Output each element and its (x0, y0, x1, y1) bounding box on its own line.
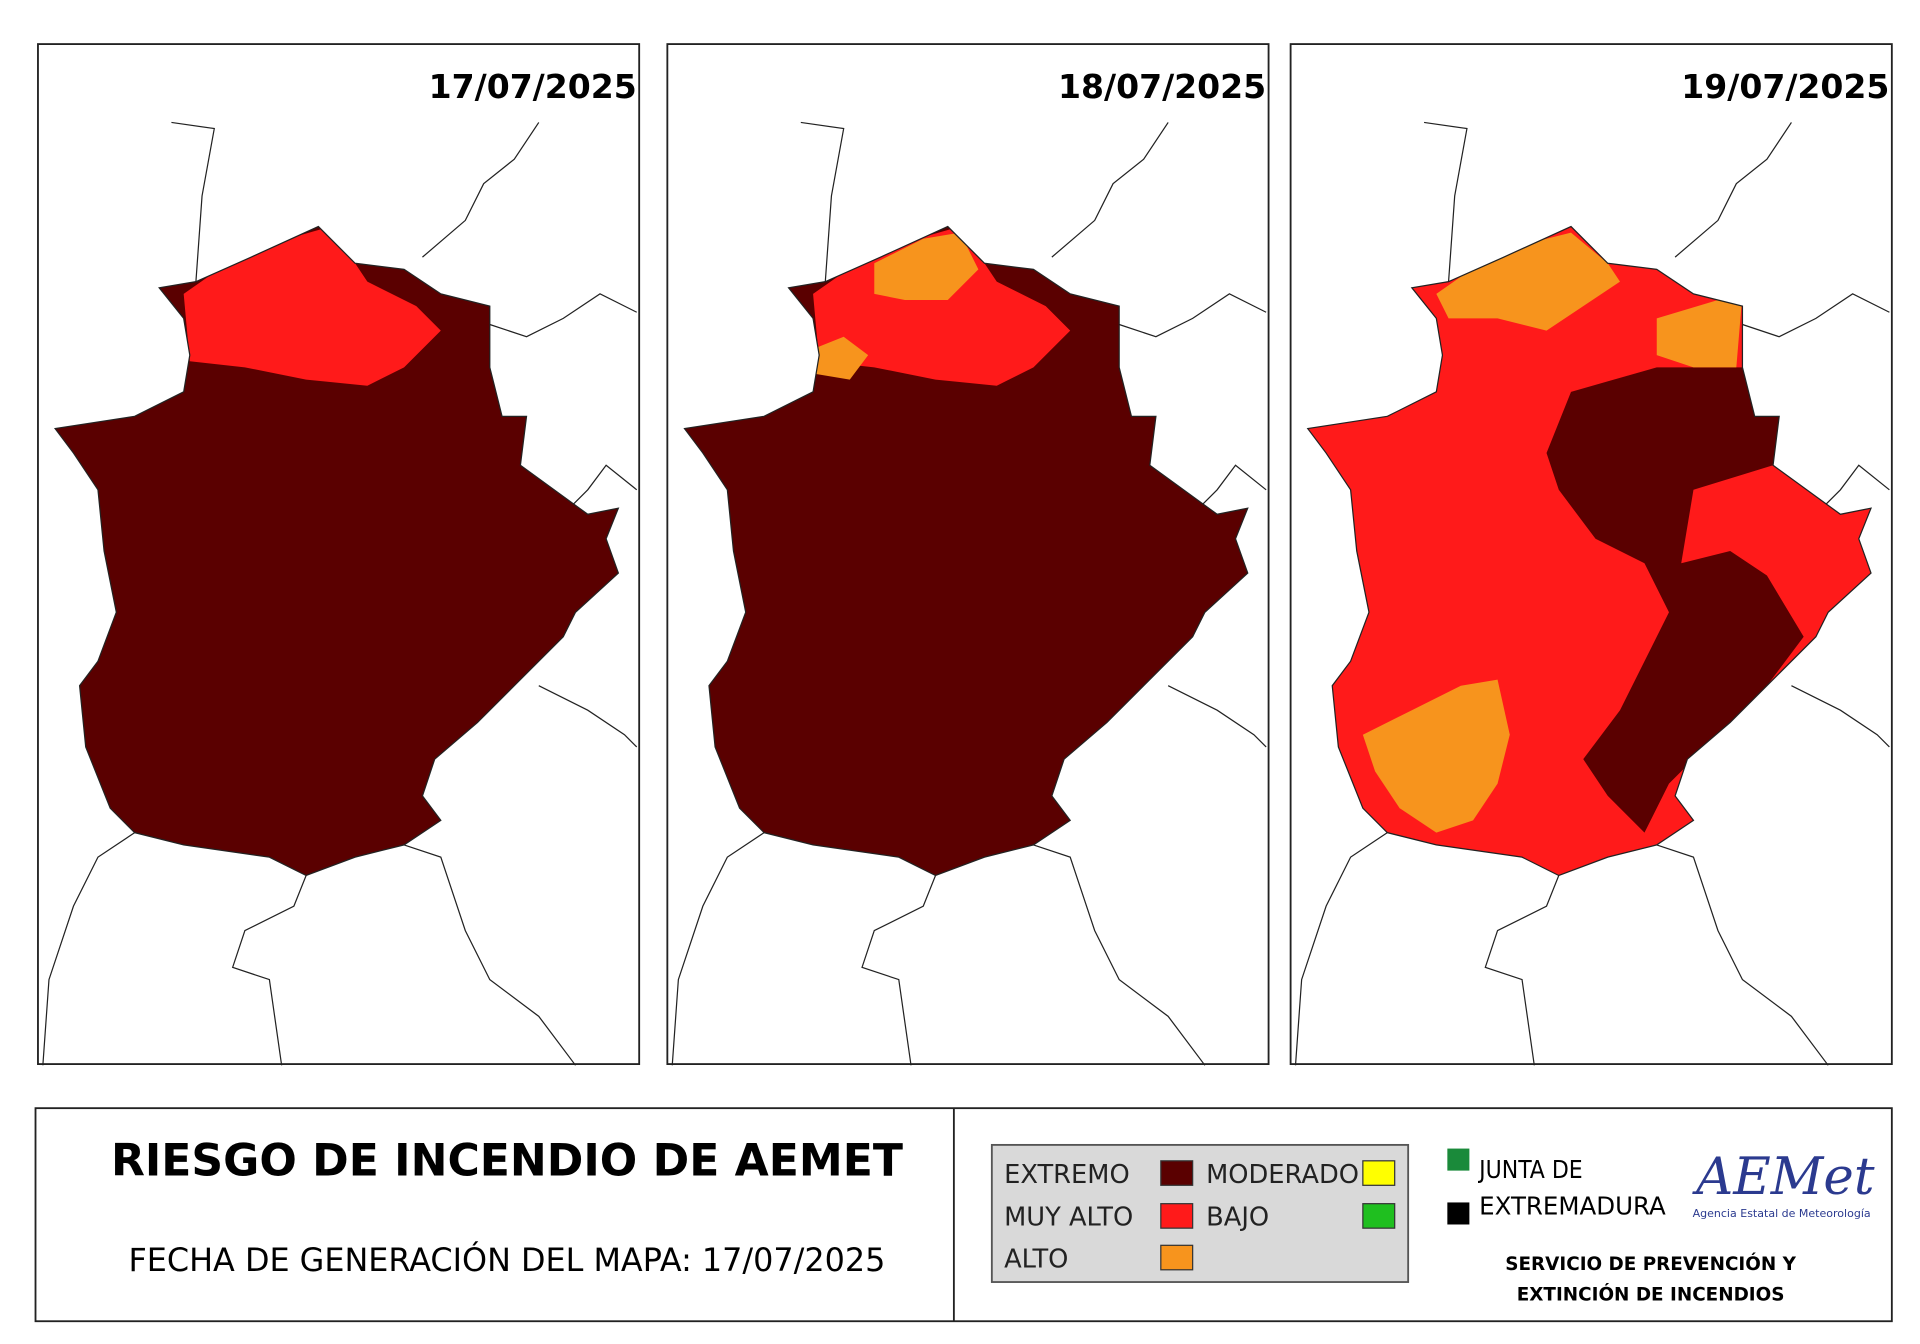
region-outline (53, 225, 620, 877)
service-text: EXTINCIÓN DE INCENDIOS (1517, 1283, 1785, 1305)
legend-swatch (1362, 1160, 1396, 1186)
country-border (1167, 685, 1267, 748)
country-border (1294, 832, 1388, 1066)
risk-zone (1656, 293, 1743, 368)
legend-label: EXTREMO (1004, 1160, 1130, 1190)
legend-label: MUY ALTO (1004, 1203, 1133, 1233)
country-border (1033, 844, 1206, 1066)
map-panel: 19/07/2025 (1289, 43, 1893, 1066)
country-border (1192, 464, 1267, 515)
legend-swatch (1160, 1203, 1194, 1229)
country-border (1484, 875, 1560, 1066)
region-outline (1306, 225, 1873, 877)
aemet-logo: AEMet (1692, 1147, 1875, 1207)
region-outline (683, 225, 1249, 877)
junta-icon (1447, 1202, 1470, 1225)
legend-swatch (1160, 1160, 1194, 1186)
junta-icon (1447, 1148, 1470, 1171)
country-border (671, 832, 765, 1066)
country-border (42, 832, 136, 1066)
risk-zone (874, 232, 979, 300)
country-border (231, 875, 307, 1066)
country-border (861, 875, 937, 1066)
country-border (800, 121, 845, 282)
country-border (171, 121, 216, 282)
legend-label: MODERADO (1206, 1160, 1359, 1190)
country-border (1791, 685, 1890, 748)
country-border (489, 293, 638, 338)
footer-box (34, 1107, 1893, 1323)
map-panel: 18/07/2025 (666, 43, 1270, 1066)
country-border (1742, 293, 1890, 338)
risk-zone (813, 336, 869, 380)
country-border (1815, 464, 1890, 515)
country-border (1656, 844, 1829, 1066)
country-border (403, 844, 576, 1066)
panel-date: 17/07/2025 (429, 67, 637, 106)
service-text: SERVICIO DE PREVENCIÓN Y (1505, 1253, 1796, 1275)
junta-text: EXTREMADURA (1479, 1192, 1666, 1221)
legend-label: BAJO (1206, 1203, 1269, 1233)
legend-label: ALTO (1004, 1244, 1068, 1274)
country-border (1051, 122, 1169, 258)
aemet-name: Agencia Estatal de Meteorología (1693, 1207, 1871, 1220)
legend-swatch (1160, 1244, 1194, 1271)
risk-zone (1546, 367, 1804, 833)
country-border (422, 122, 540, 258)
country-border (538, 685, 638, 748)
country-border (1118, 293, 1267, 338)
legend-swatch (1362, 1203, 1396, 1229)
footer-subtitle: FECHA DE GENERACIÓN DEL MAPA: 17/07/2025 (128, 1240, 885, 1279)
legend-box (990, 1143, 1410, 1283)
footer-title: RIESGO DE INCENDIO DE AEMET (111, 1136, 903, 1187)
risk-zone (1362, 679, 1510, 833)
country-border (1423, 121, 1468, 282)
junta-text: JUNTA DE (1477, 1155, 1583, 1184)
panel-date: 19/07/2025 (1681, 67, 1889, 106)
risk-zone (183, 226, 441, 386)
panel-date: 18/07/2025 (1058, 67, 1266, 106)
risk-zone (1436, 232, 1620, 331)
country-border (562, 464, 638, 515)
country-border (1674, 122, 1792, 258)
map-panel: 17/07/2025 (37, 43, 641, 1066)
